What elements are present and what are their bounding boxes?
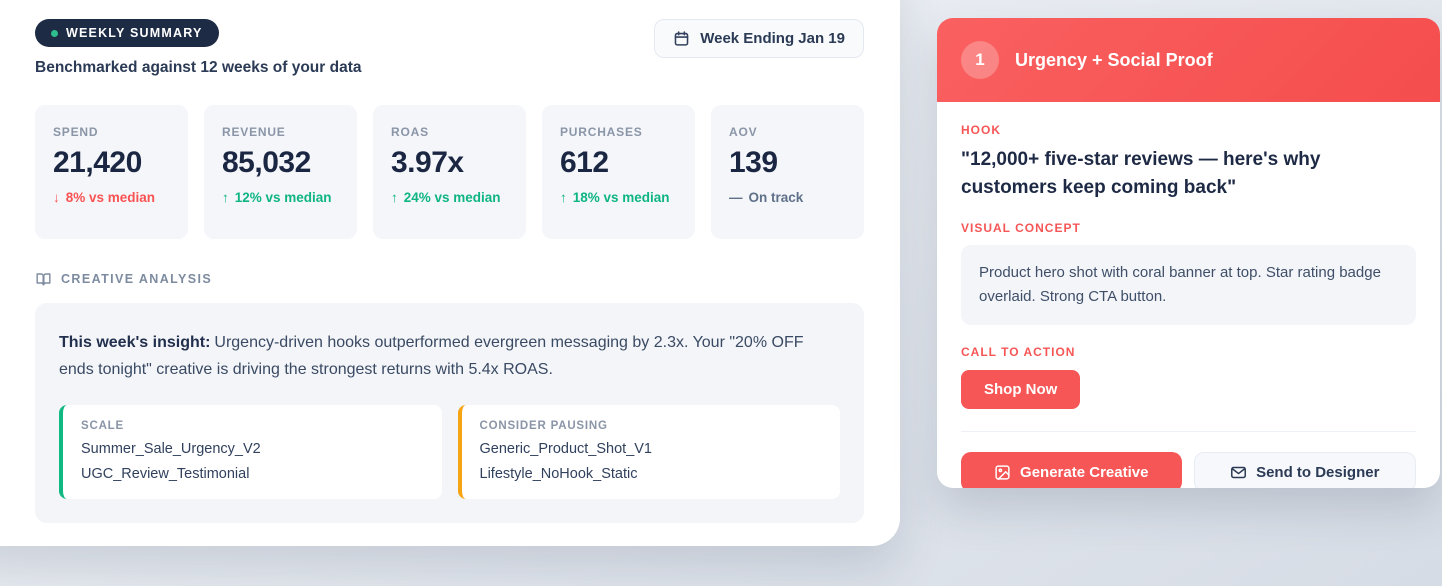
visual-concept-label: VISUAL CONCEPT	[961, 221, 1081, 236]
insight-text: Urgency-driven hooks outperformed evergr…	[59, 334, 804, 379]
reco-label: CONSIDER PAUSING	[479, 420, 608, 433]
metric-card-aov: AOV 139 — On track	[711, 105, 864, 239]
generate-creative-button[interactable]: Generate Creative	[961, 452, 1182, 488]
scale-recommendation-card: SCALE Summer_Sale_Urgency_V2 UGC_Review_…	[59, 405, 442, 500]
metric-label: SPEND	[53, 125, 99, 139]
reco-label: SCALE	[81, 420, 124, 433]
concept-actions: Generate Creative Send to Designer	[961, 452, 1416, 488]
week-selector-button[interactable]: Week Ending Jan 19	[654, 19, 864, 58]
metric-card-spend: SPEND 21,420 ↓ 8% vs median	[35, 105, 188, 239]
creative-name: UGC_Review_Testimonial	[81, 466, 250, 483]
divider	[961, 431, 1416, 433]
metric-value: 21,420	[53, 146, 142, 179]
hook-text: "12,000+ five-star reviews — here's why …	[961, 149, 1321, 198]
metric-trend: — On track	[729, 190, 804, 205]
metric-value: 139	[729, 146, 778, 179]
metric-label: REVENUE	[222, 125, 286, 139]
metric-trend: ↓ 8% vs median	[53, 190, 156, 205]
book-icon	[35, 271, 52, 287]
badge-label: WEEKLY SUMMARY	[66, 26, 203, 40]
metric-trend: ↑ 18% vs median	[560, 190, 670, 205]
visual-concept-text: Product hero shot with coral banner at t…	[961, 245, 1416, 326]
arrow-down-icon: ↓	[53, 190, 60, 205]
metric-value: 85,032	[222, 146, 311, 179]
status-dot-icon	[51, 29, 58, 37]
image-icon	[994, 464, 1011, 481]
arrow-up-icon: ↑	[391, 190, 398, 205]
metrics-row: SPEND 21,420 ↓ 8% vs median REVENUE 85,0…	[35, 105, 864, 239]
metric-value: 612	[560, 146, 609, 179]
metric-card-purchases: PURCHASES 612 ↑ 18% vs median	[542, 105, 695, 239]
arrow-up-icon: ↑	[222, 190, 229, 205]
metric-card-revenue: REVENUE 85,032 ↑ 12% vs median	[204, 105, 357, 239]
hook-label: HOOK	[961, 123, 1001, 137]
creative-analysis-box: This week's insight: Urgency-driven hooks…	[35, 303, 864, 524]
metric-card-roas: ROAS 3.97x ↑ 24% vs median	[373, 105, 526, 239]
pause-recommendation-card: CONSIDER PAUSING Generic_Product_Shot_V1…	[457, 405, 840, 500]
creative-analysis-header: CREATIVE ANALYSIS	[35, 271, 864, 287]
shop-now-button[interactable]: Shop Now	[961, 370, 1081, 410]
metric-trend: ↑ 24% vs median	[391, 190, 501, 205]
weekly-summary-badge: WEEKLY SUMMARY	[35, 19, 219, 47]
call-to-action-label: CALL TO ACTION	[961, 345, 1076, 360]
metric-value: 3.97x	[391, 146, 464, 179]
send-to-designer-button[interactable]: Send to Designer	[1193, 452, 1416, 488]
recommendations-row: SCALE Summer_Sale_Urgency_V2 UGC_Review_…	[59, 405, 840, 500]
metric-label: AOV	[729, 125, 758, 139]
arrow-up-icon: ↑	[560, 190, 567, 205]
weekly-summary-panel: WEEKLY SUMMARY Benchmarked against 12 we…	[35, 19, 864, 524]
concept-title: Urgency + Social Proof	[1015, 49, 1213, 70]
rank-badge: 1	[961, 41, 999, 79]
weekly-insight: This week's insight: Urgency-driven hooks…	[59, 329, 840, 383]
calendar-icon	[673, 30, 690, 47]
metric-trend: ↑ 12% vs median	[222, 190, 332, 205]
benchmark-subtitle: Benchmarked against 12 weeks of your dat…	[35, 59, 362, 76]
envelope-icon	[1230, 464, 1247, 481]
creative-name: Lifestyle_NoHook_Static	[479, 466, 638, 483]
dash-icon: —	[729, 190, 743, 205]
summary-header: WEEKLY SUMMARY Benchmarked against 12 we…	[35, 19, 864, 77]
creative-name: Summer_Sale_Urgency_V2	[81, 441, 261, 458]
section-title: CREATIVE ANALYSIS	[61, 272, 213, 286]
concept-header: 1 Urgency + Social Proof	[937, 18, 1440, 102]
metric-label: ROAS	[391, 125, 429, 139]
metric-label: PURCHASES	[560, 125, 643, 139]
week-selector-label: Week Ending Jan 19	[700, 30, 845, 47]
creative-concept-card: 1 Urgency + Social Proof HOOK "12,000+ f…	[937, 18, 1440, 488]
creative-name: Generic_Product_Shot_V1	[479, 441, 653, 458]
insight-label: This week's insight:	[59, 334, 211, 351]
